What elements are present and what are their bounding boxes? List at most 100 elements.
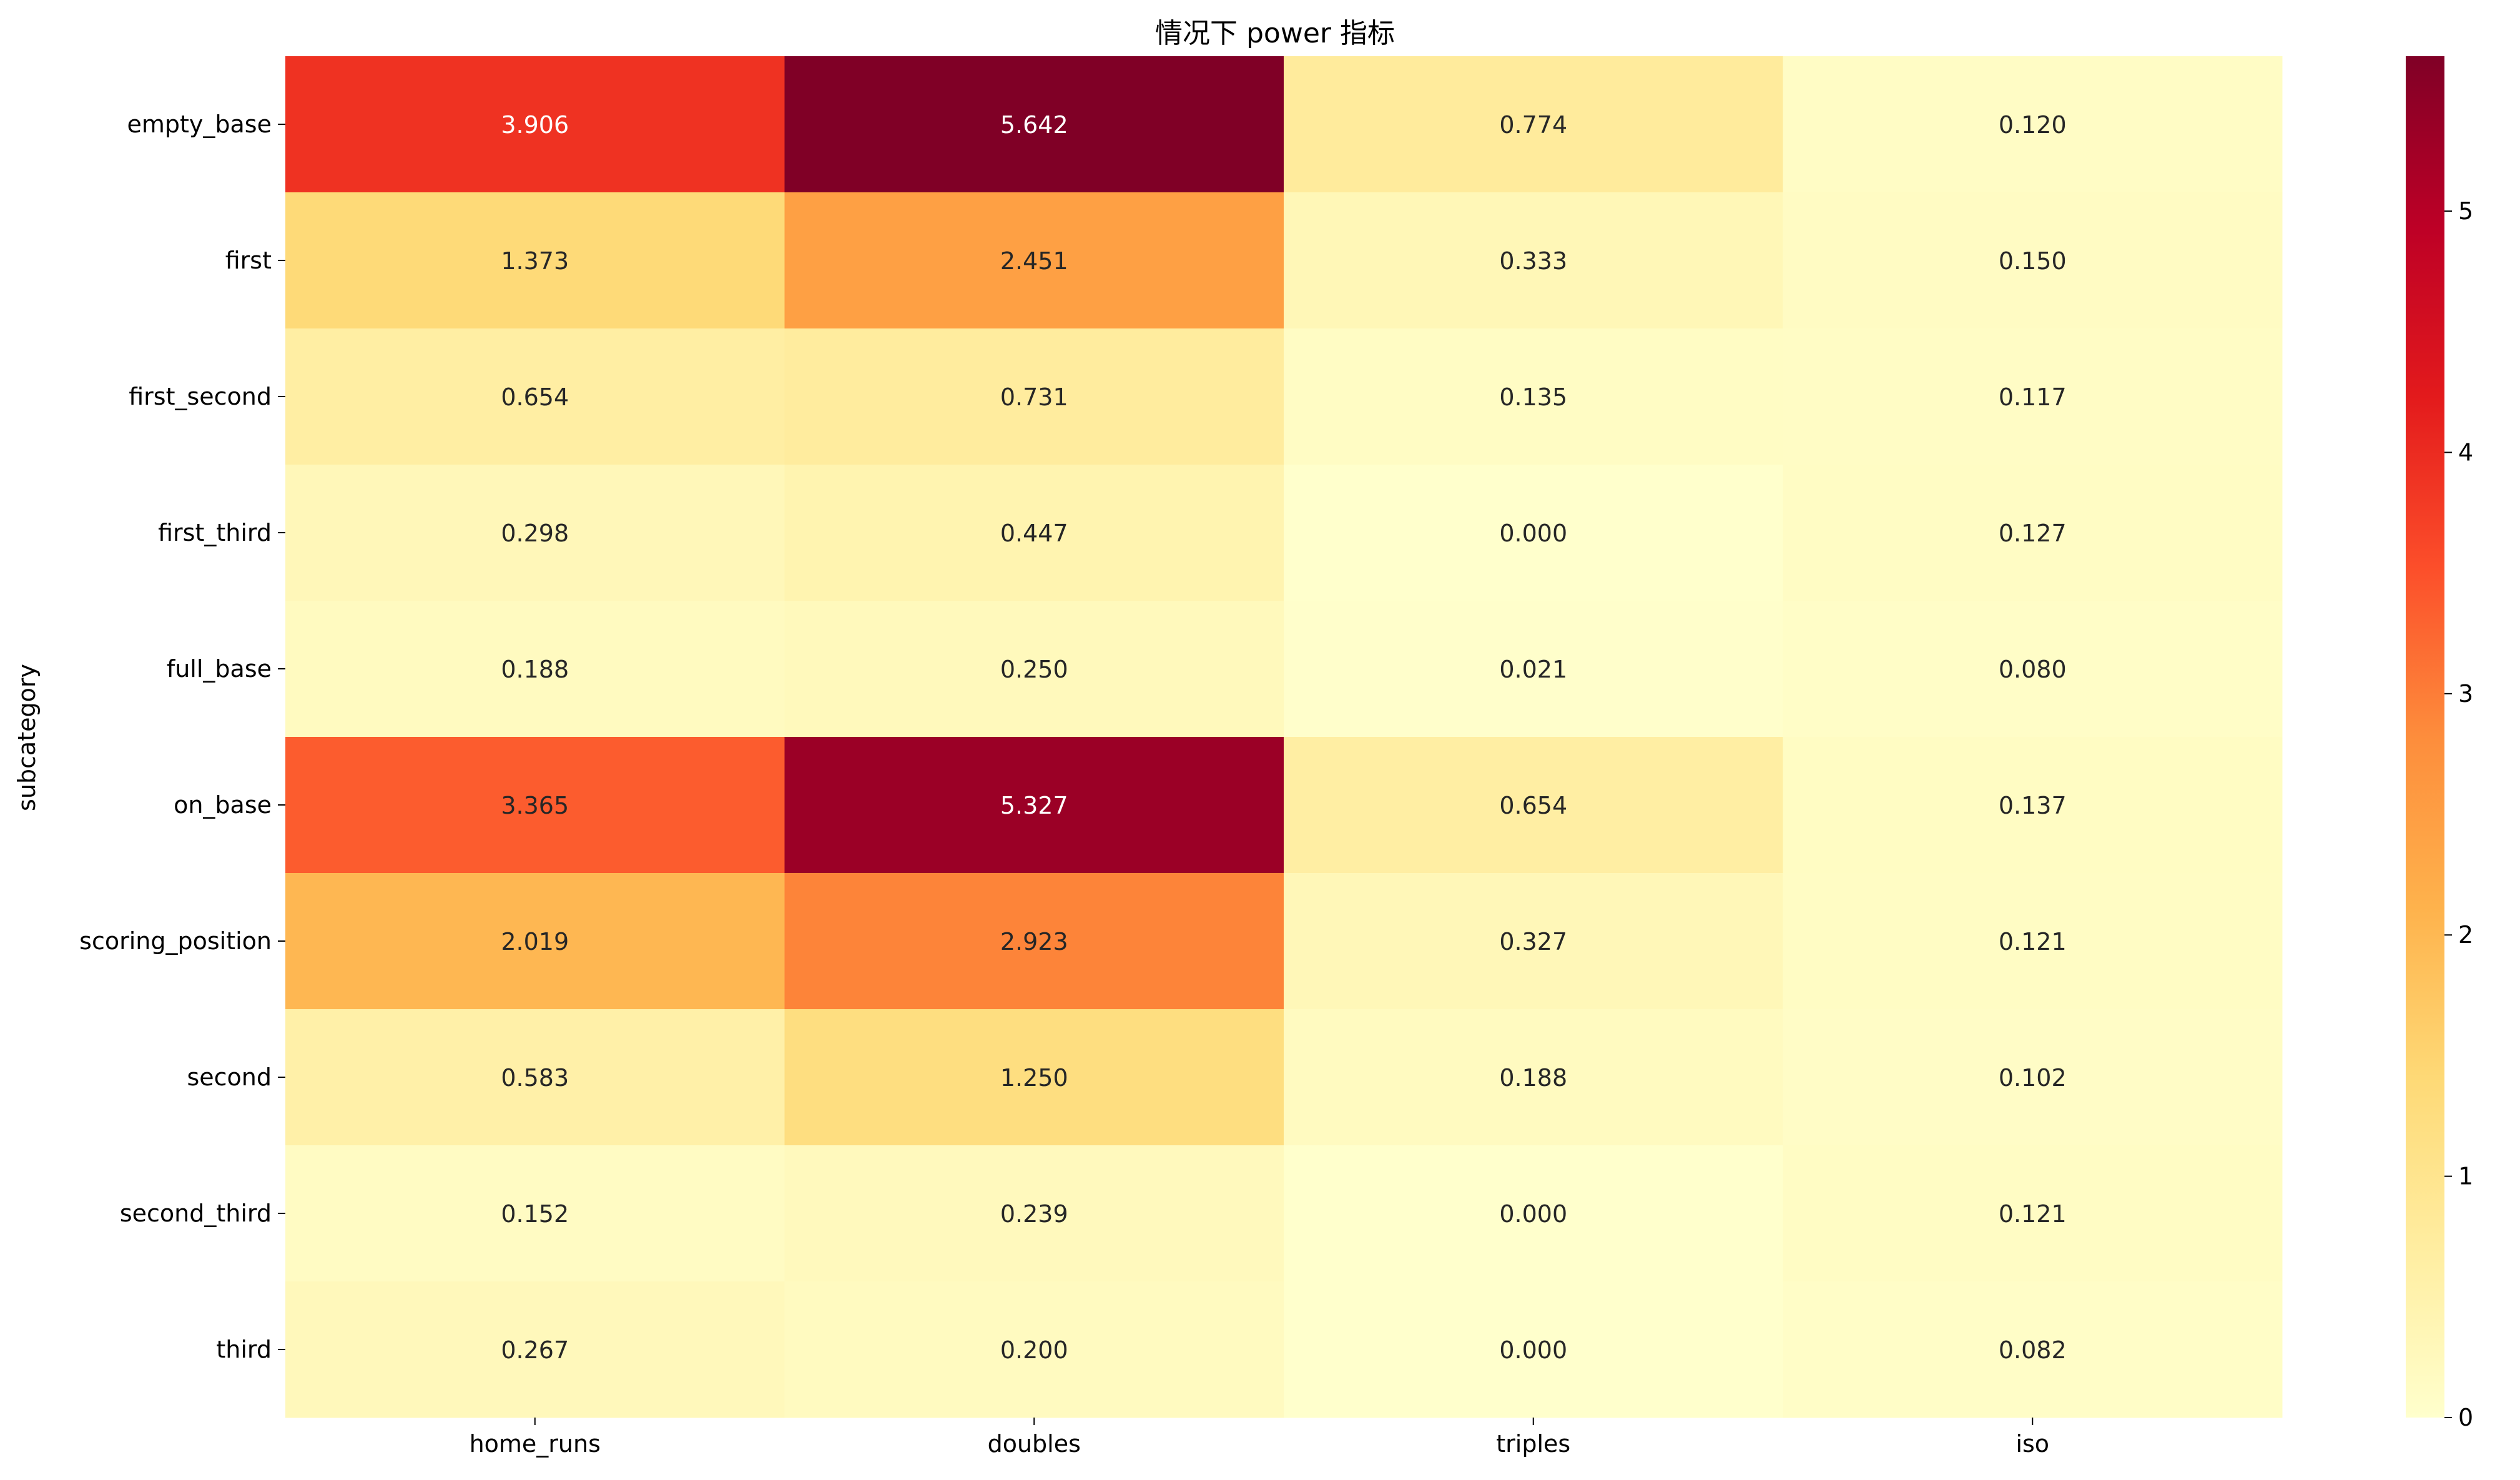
cell-value-label: 0.188 — [501, 656, 569, 683]
heatmap-cell — [784, 737, 1284, 874]
x-tick-label: triples — [1496, 1430, 1570, 1458]
y-tick-label: scoring_position — [79, 927, 272, 955]
cell-value-label: 0.000 — [1499, 1200, 1567, 1228]
cell-value-label: 2.923 — [1000, 928, 1068, 955]
cell-value-label: 0.150 — [1999, 247, 2067, 275]
heatmap-cell — [1284, 737, 1783, 874]
colorbar-tick-label: 2 — [2458, 921, 2473, 949]
colorbar-gradient — [2406, 56, 2444, 1418]
cell-value-label: 0.327 — [1499, 928, 1567, 955]
colorbar-tick-label: 0 — [2458, 1404, 2473, 1431]
heatmap-cell — [1783, 1281, 2283, 1418]
cell-value-label: 0.117 — [1999, 383, 2067, 411]
cell-value-label: 0.583 — [501, 1064, 569, 1092]
colorbar-ticks: 0 1 2 3 4 5 — [2444, 197, 2473, 1431]
heatmap-cell — [285, 192, 785, 329]
cell-value-label: 0.731 — [1000, 383, 1068, 411]
cell-value-label: 0.102 — [1999, 1064, 2067, 1092]
cell-value-label: 0.121 — [1999, 928, 2067, 955]
heatmap-cell — [784, 601, 1284, 738]
heatmap-cell — [285, 873, 785, 1010]
cell-value-label: 0.135 — [1499, 383, 1567, 411]
cell-value-label: 0.000 — [1499, 1336, 1567, 1364]
heatmap-cell — [784, 56, 1284, 193]
cell-value-label: 0.021 — [1499, 656, 1567, 683]
heatmap-cell — [1284, 56, 1783, 193]
colorbar-tick-label: 5 — [2458, 197, 2473, 225]
cell-value-label: 0.333 — [1499, 247, 1567, 275]
heatmap-cell — [285, 1145, 785, 1282]
heatmap-cell — [1284, 328, 1783, 465]
heatmap-cell — [1783, 1009, 2283, 1146]
heatmap-cell — [784, 1009, 1284, 1146]
y-tick-label: empty_base — [127, 111, 272, 138]
cell-value-label: 0.239 — [1000, 1200, 1068, 1228]
heatmap-cell — [1284, 1145, 1783, 1282]
heatmap-cell — [285, 737, 785, 874]
cell-value-label: 0.080 — [1999, 656, 2067, 683]
y-axis-label: subcategory — [13, 664, 41, 811]
heatmap-cell — [285, 56, 785, 193]
y-tick-label: third — [216, 1336, 272, 1363]
heatmap-cell — [784, 873, 1284, 1010]
heatmap-cell — [285, 328, 785, 465]
cell-value-label: 0.774 — [1499, 111, 1567, 139]
y-tick-label: first — [225, 247, 272, 274]
cell-labels: 3.906 5.642 0.774 0.120 1.373 2.451 0.333 0.150… — [501, 111, 2066, 1364]
heatmap-cell — [285, 1009, 785, 1146]
heatmap-cell — [1284, 873, 1783, 1010]
cell-value-label: 0.654 — [1499, 792, 1567, 819]
heatmap-cell — [784, 192, 1284, 329]
heatmap-cell — [285, 465, 785, 601]
y-tick-label: on_base — [174, 791, 272, 819]
cell-value-label: 0.188 — [1499, 1064, 1567, 1092]
cell-value-label: 1.373 — [501, 247, 569, 275]
cell-value-label: 1.250 — [1000, 1064, 1068, 1092]
heatmap-cell — [784, 328, 1284, 465]
y-tick-label: second_third — [120, 1200, 272, 1227]
heatmap-cell — [1284, 1009, 1783, 1146]
x-axis-ticks: home_runs doubles triples iso — [470, 1418, 2049, 1458]
cell-value-label: 5.642 — [1000, 111, 1068, 139]
cell-value-label: 3.906 — [501, 111, 569, 139]
x-tick-label: home_runs — [470, 1430, 601, 1458]
cell-value-label: 0.250 — [1000, 656, 1068, 683]
heatmap-cell — [784, 1145, 1284, 1282]
heatmap-cell — [784, 465, 1284, 601]
cell-value-label: 0.152 — [501, 1200, 569, 1228]
heatmap-cell — [1783, 192, 2283, 329]
heatmap-cells — [285, 56, 2283, 1418]
cell-value-label: 3.365 — [501, 792, 569, 819]
y-tick-label: first_third — [158, 519, 272, 546]
y-tick-label: second — [187, 1063, 272, 1091]
colorbar-tick-label: 3 — [2458, 680, 2473, 708]
cell-value-label: 0.298 — [501, 520, 569, 547]
colorbar: 0 1 2 3 4 5 — [2406, 56, 2473, 1431]
cell-value-label: 5.327 — [1000, 792, 1068, 819]
heatmap-cell — [1783, 737, 2283, 874]
cell-value-label: 0.200 — [1000, 1336, 1068, 1364]
cell-value-label: 0.447 — [1000, 520, 1068, 547]
cell-value-label: 0.082 — [1999, 1336, 2067, 1364]
heatmap-cell — [1783, 465, 2283, 601]
cell-value-label: 0.120 — [1999, 111, 2067, 139]
chart-title: 情况下 power 指标 — [1155, 17, 1395, 49]
colorbar-tick-label: 4 — [2458, 438, 2473, 466]
y-tick-label: full_base — [167, 655, 272, 683]
heatmap-cell — [1284, 1281, 1783, 1418]
heatmap-cell — [1284, 192, 1783, 329]
cell-value-label: 0.654 — [501, 383, 569, 411]
heatmap-cell — [1783, 328, 2283, 465]
heatmap-cell — [1783, 873, 2283, 1010]
heatmap-cell — [1783, 601, 2283, 738]
cell-value-label: 2.451 — [1000, 247, 1068, 275]
cell-value-label: 2.019 — [501, 928, 569, 955]
heatmap-cell — [285, 601, 785, 738]
colorbar-tick-label: 1 — [2458, 1163, 2473, 1190]
heatmap-cell — [1783, 56, 2283, 193]
cell-value-label: 0.000 — [1499, 520, 1567, 547]
cell-value-label: 0.267 — [501, 1336, 569, 1364]
